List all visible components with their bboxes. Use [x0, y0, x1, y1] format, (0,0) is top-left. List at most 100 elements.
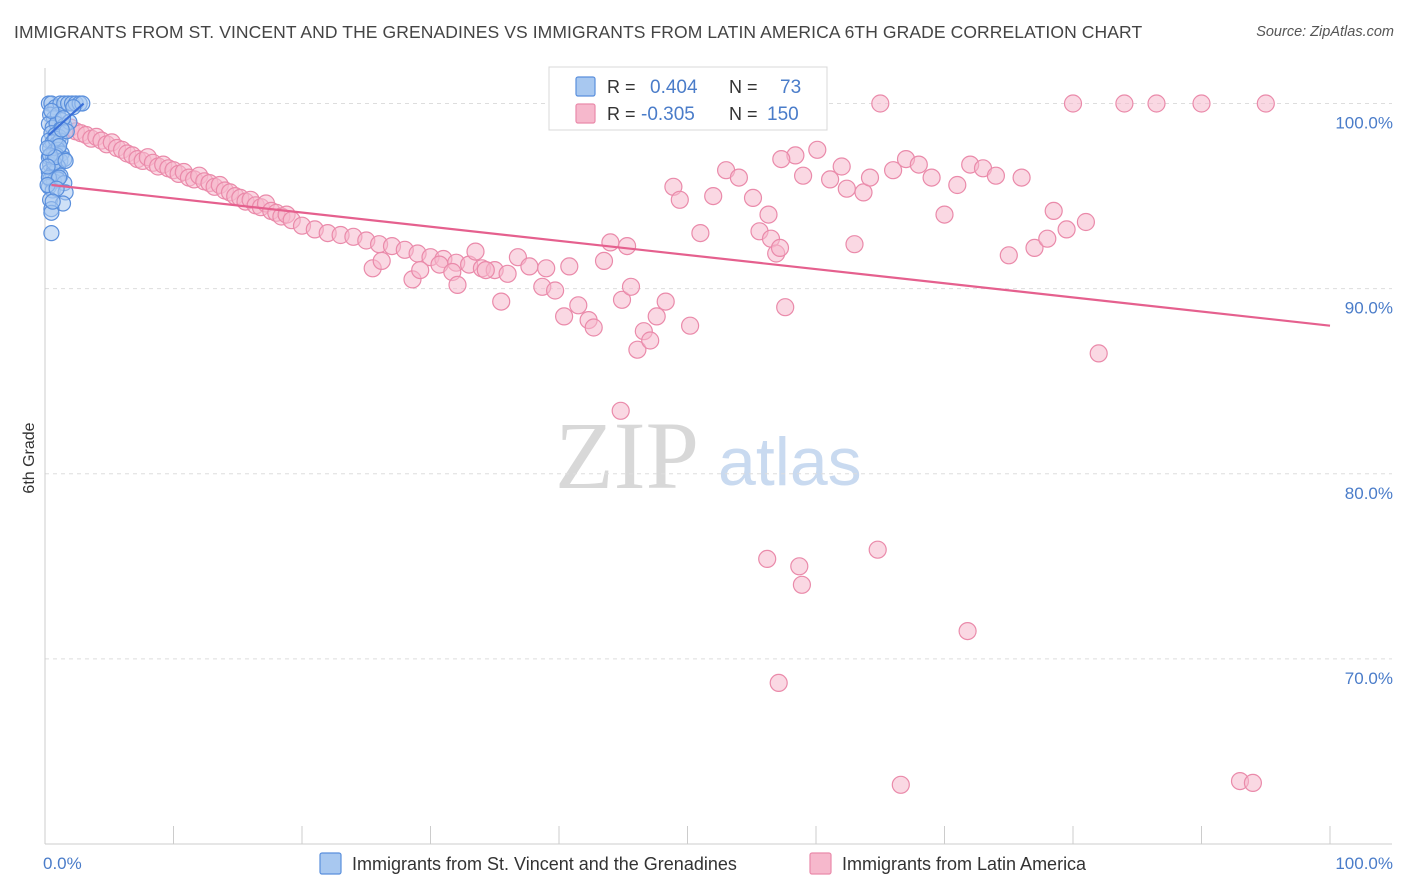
latin-america-point [948, 175, 967, 195]
latin-america-point [611, 401, 630, 420]
latin-america-point [520, 257, 539, 276]
latin-america-point [656, 292, 675, 311]
latin-america-point [868, 540, 887, 559]
latin-america-point [554, 307, 574, 326]
st-vincent-point [43, 225, 60, 242]
latin-america-point [411, 261, 430, 280]
legend-pink-swatch [809, 852, 832, 875]
latin-america-point [790, 557, 809, 576]
latin-america-point [1038, 229, 1057, 248]
latin-america-point [601, 233, 620, 252]
stats-blue-n-value: 73 [780, 77, 801, 98]
latin-america-point [909, 155, 928, 174]
x-tick-label-min: 0.0% [43, 854, 82, 873]
latin-america-point [569, 296, 588, 315]
latin-america-point [1057, 220, 1076, 239]
latin-america-point [647, 307, 666, 326]
latin-america-point [986, 166, 1006, 185]
series-latin-america-points [51, 94, 1275, 794]
stats-pink-r-value: -0.305 [641, 104, 695, 125]
latin-america-point [1063, 94, 1083, 113]
latin-america-point [883, 161, 903, 180]
series-st-vincent-points [39, 95, 91, 242]
latin-america-point [584, 318, 603, 337]
latin-america-point [1147, 94, 1166, 113]
chart-title: IMMIGRANTS FROM ST. VINCENT AND THE GREN… [14, 22, 1143, 42]
stats-pink-n-value: 150 [767, 104, 799, 125]
latin-america-point [560, 257, 579, 276]
latin-america-point [670, 190, 689, 209]
legend-pink-label: Immigrants from Latin America [842, 854, 1087, 874]
latin-america-point [922, 168, 941, 187]
latin-america-point [680, 316, 700, 335]
latin-america-point [612, 290, 632, 309]
st-vincent-point [39, 158, 56, 175]
latin-america-point [871, 94, 890, 113]
latin-america-point [641, 331, 660, 350]
latin-america-point [743, 188, 763, 207]
y-tick-labels: 70.0% 80.0% 90.0% 100.0% [1335, 114, 1393, 688]
watermark: ZIP atlas [555, 402, 862, 509]
latin-america-point [498, 264, 517, 283]
gridlines [45, 103, 1392, 660]
latin-america-point [837, 179, 856, 198]
latin-america-point [891, 775, 910, 794]
latin-america-point [759, 205, 778, 224]
latin-america-point [958, 621, 977, 641]
trend-line-latin-america [51, 183, 1331, 327]
stats-blue-n-label: N = [729, 77, 758, 97]
y-tick-label: 90.0% [1345, 299, 1393, 318]
latin-america-point [466, 242, 485, 261]
latin-america-point [729, 168, 749, 187]
latin-america-point [820, 170, 840, 189]
latin-america-point [492, 292, 511, 311]
axes [44, 68, 1392, 845]
latin-america-point [448, 275, 467, 294]
y-tick-label: 70.0% [1345, 669, 1393, 688]
trend-lines [48, 102, 1331, 327]
latin-america-point [628, 340, 647, 359]
y-tick-label: 80.0% [1345, 484, 1393, 503]
latin-america-point [792, 575, 812, 594]
watermark-atlas: atlas [718, 424, 862, 500]
latin-america-point [691, 224, 710, 243]
latin-america-point [1044, 201, 1063, 220]
latin-america-point [621, 277, 641, 296]
stats-blue-r-value: 0.404 [650, 77, 698, 98]
latin-america-point [617, 237, 637, 256]
latin-america-point [832, 157, 851, 176]
latin-america-point [1256, 94, 1275, 113]
latin-america-point [999, 246, 1018, 265]
y-tick-label: 100.0% [1335, 114, 1393, 133]
latin-america-point [776, 298, 795, 317]
legend-blue-label: Immigrants from St. Vincent and the Gren… [352, 854, 737, 874]
latin-america-point [758, 549, 777, 569]
st-vincent-point [43, 102, 60, 120]
stats-pink-n-label: N = [729, 104, 758, 124]
stats-box: R = 0.404 N = 73 R = -0.305 N = 150 [548, 66, 828, 131]
latin-america-point [476, 261, 495, 280]
x-tick-label-max: 100.0% [1335, 854, 1393, 873]
stats-pink-r-label: R = [607, 104, 636, 124]
latin-america-point [1089, 344, 1108, 363]
latin-america-point [1076, 212, 1096, 232]
stats-pink-swatch [575, 103, 596, 124]
latin-america-point [372, 251, 391, 270]
latin-america-point [860, 168, 880, 187]
latin-america-point [935, 205, 954, 224]
latin-america-point [1115, 94, 1134, 113]
latin-america-point [1025, 238, 1044, 257]
st-vincent-point [39, 139, 56, 157]
latin-america-point [1012, 168, 1031, 187]
latin-america-point [594, 251, 614, 270]
latin-america-point [545, 281, 565, 300]
st-vincent-point [57, 152, 74, 169]
latin-america-point [1243, 773, 1263, 793]
watermark-zip: ZIP [555, 402, 699, 509]
chart-source: Source: ZipAtlas.com [1256, 24, 1394, 40]
latin-america-point [772, 150, 791, 169]
latin-america-point [1192, 94, 1211, 113]
st-vincent-point [44, 193, 61, 210]
legend-blue-swatch [319, 852, 342, 875]
